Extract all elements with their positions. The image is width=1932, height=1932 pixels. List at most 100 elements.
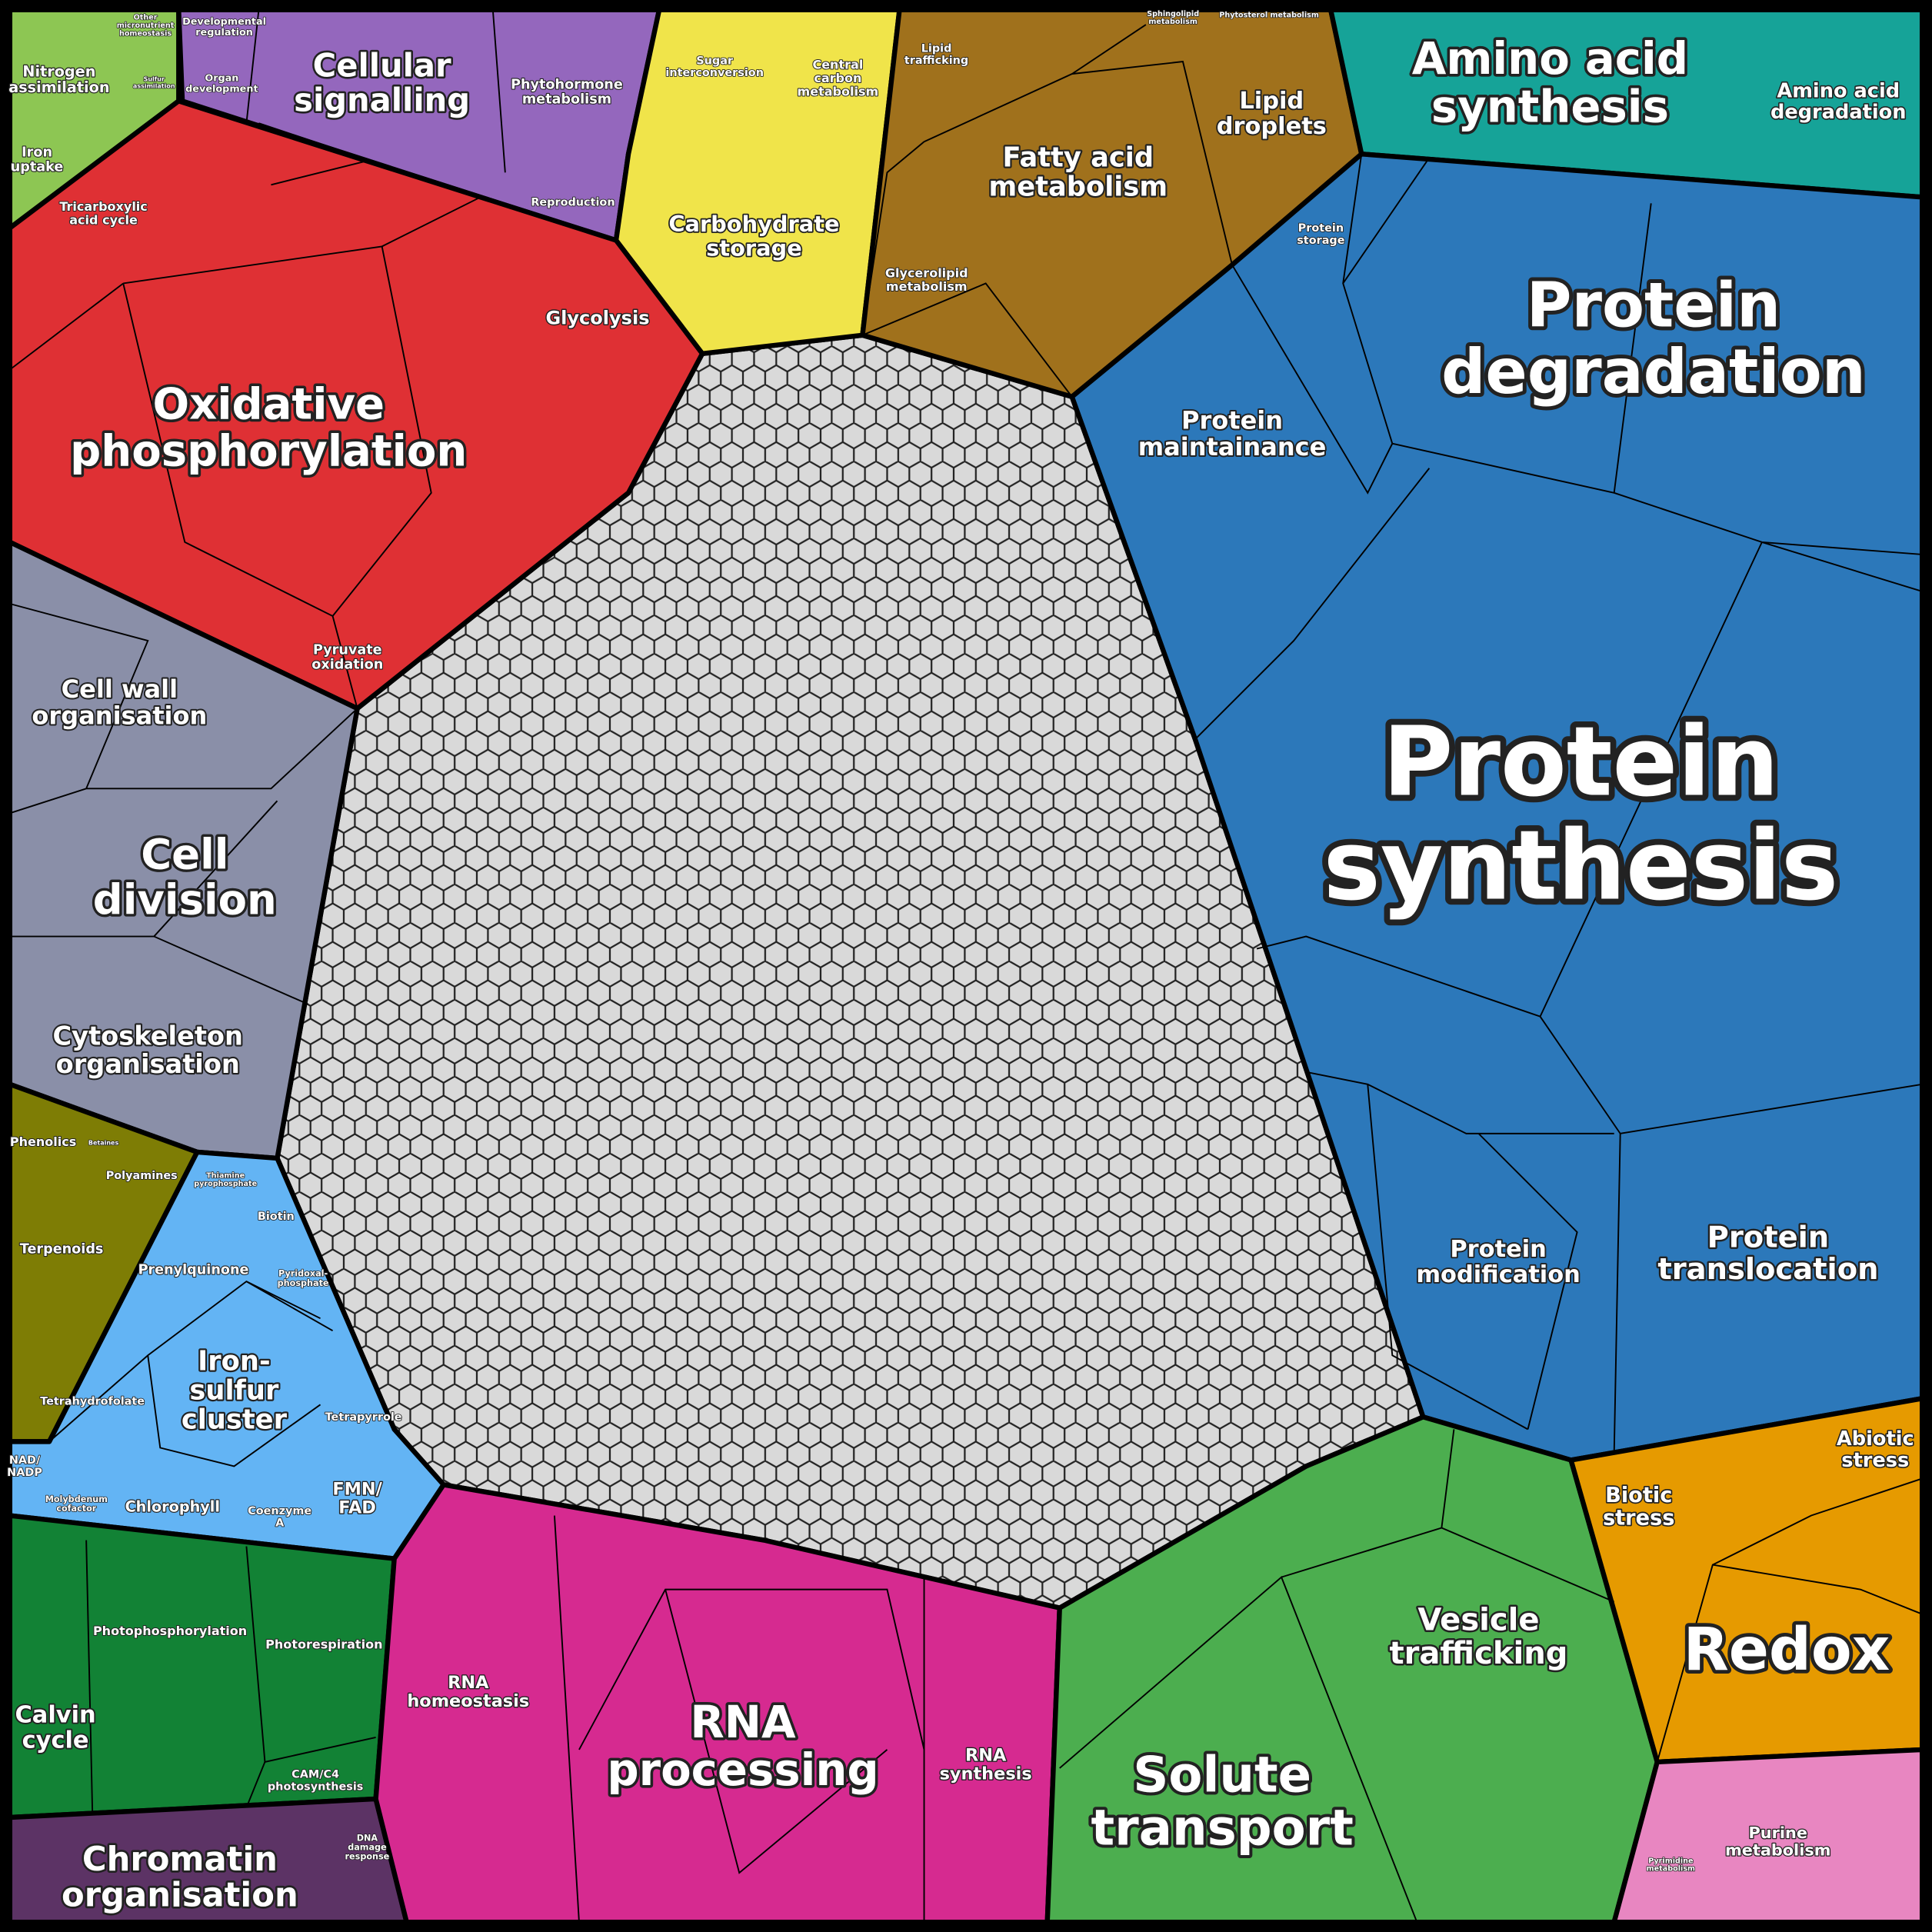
- label-line: NAD/: [9, 1454, 41, 1467]
- region-label: RNA processing: [607, 1696, 878, 1796]
- label-line: Glycolysis: [545, 307, 649, 328]
- region-label: Organ development: [185, 73, 258, 95]
- label-line: degradation: [1770, 101, 1907, 124]
- label-line: Iron: [22, 145, 52, 160]
- region-label: Pyrimidine metabolism: [1647, 1857, 1695, 1873]
- region-label: Phytosterol metabolism: [1219, 11, 1319, 19]
- label-line: Lipid: [921, 42, 952, 55]
- label-line: phosphorylation: [70, 426, 467, 476]
- label-line: carbon: [814, 71, 861, 85]
- label-line: division: [93, 874, 277, 924]
- label-line: Chlorophyll: [125, 1498, 220, 1516]
- label-line: Cytoskeleton: [52, 1021, 243, 1051]
- label-line: Coenzyme: [248, 1505, 311, 1517]
- label-line: Sugar: [696, 55, 734, 67]
- region-label: Calvin cycle: [15, 1702, 95, 1754]
- region-label: Lipid droplets: [1217, 88, 1327, 140]
- region-label: Iron uptake: [11, 145, 64, 175]
- region-label: Redox: [1684, 1616, 1890, 1684]
- label-line: Protein: [1707, 1220, 1830, 1254]
- region-label: Terpenoids: [20, 1241, 104, 1257]
- region-label: Photorespiration: [265, 1637, 382, 1652]
- label-line: acid cycle: [69, 212, 138, 227]
- label-line: Nitrogen: [22, 62, 95, 80]
- label-line: response: [345, 1852, 390, 1862]
- label-line: organisation: [62, 1877, 298, 1915]
- region-label: Phytohormone metabolism: [511, 77, 623, 107]
- region-label: Oxidative phosphorylation: [70, 380, 467, 477]
- label-line: Fatty acid: [1002, 142, 1154, 173]
- region-label: Amino acid degradation: [1770, 80, 1907, 125]
- label-line: Cell: [141, 829, 228, 878]
- label-line: metabolism: [1148, 18, 1197, 26]
- label-line: Organ: [205, 73, 238, 85]
- label-line: Terpenoids: [20, 1241, 104, 1257]
- label-line: Reproduction: [531, 197, 615, 209]
- label-line: assimilation: [8, 78, 109, 96]
- label-line: Photorespiration: [265, 1637, 382, 1652]
- label-line: cluster: [182, 1404, 288, 1436]
- label-line: Oxidative: [152, 380, 385, 430]
- region-label: FMN/FAD: [332, 1479, 382, 1517]
- label-line: FMN/: [332, 1479, 382, 1499]
- region-label: RNA homeostasis: [407, 1673, 529, 1711]
- label-line: Pyrimidine: [1648, 1857, 1694, 1865]
- label-line: damage: [348, 1843, 387, 1853]
- label-line: Pyridoxal-: [278, 1269, 328, 1279]
- label-line: synthesis: [1324, 810, 1839, 921]
- region-label: Betaines: [88, 1139, 119, 1146]
- region-label: Nitrogen assimilation: [8, 62, 109, 96]
- label-line: Purine: [1749, 1824, 1807, 1842]
- region-label: Iron-sulfur cluster: [182, 1345, 288, 1435]
- region-label: Lipid trafficking: [904, 42, 968, 67]
- label-line: Protein: [1450, 1236, 1546, 1263]
- label-line: Sphingolipid: [1147, 10, 1199, 18]
- region-label: Prenylquinone: [138, 1263, 249, 1278]
- label-line: metabolism: [798, 84, 879, 98]
- label-line: Lipid: [1239, 88, 1304, 115]
- region-label: Developmental regulation: [182, 16, 266, 38]
- region-label: Polyamines: [106, 1170, 178, 1182]
- cell-borders: [9, 9, 1923, 1923]
- label-line: homeostasis: [407, 1691, 529, 1711]
- region-label: Sphingolipid metabolism: [1147, 10, 1199, 26]
- label-line: metabolism: [989, 171, 1168, 202]
- label-line: Phenolics: [10, 1134, 76, 1149]
- label-line: synthesis: [940, 1764, 1032, 1784]
- label-line: Protein: [1527, 270, 1780, 341]
- label-line: Cellular: [313, 46, 451, 84]
- label-line: Protein: [1298, 222, 1344, 235]
- region-label: NAD/NADP: [7, 1454, 42, 1479]
- label-line: Developmental: [182, 16, 266, 28]
- label-line: Polyamines: [106, 1170, 178, 1182]
- label-line: Tricarboxylic: [59, 199, 147, 214]
- label-line: A: [275, 1517, 285, 1529]
- region-label: Vesicle trafficking: [1390, 1603, 1568, 1671]
- label-line: Calvin: [15, 1702, 95, 1729]
- label-line: Phytohormone: [511, 77, 623, 92]
- label-line: storage: [1297, 235, 1344, 247]
- label-line: transport: [1091, 1800, 1354, 1857]
- label-line: metabolism: [886, 279, 968, 294]
- nucleotide-region: [1611, 1747, 1925, 1925]
- region-label: Cytoskeleton organisation: [52, 1021, 243, 1079]
- region-label: Protein synthesis: [1324, 706, 1839, 921]
- region-label: DNA damage response: [345, 1833, 390, 1861]
- region-label: Solute transport: [1091, 1747, 1354, 1857]
- label-line: phosphate: [278, 1278, 329, 1288]
- label-line: stress: [1603, 1506, 1675, 1530]
- label-line: DNA: [357, 1833, 378, 1843]
- label-line: Amino acid: [1777, 80, 1900, 103]
- label-line: Tetrahydrofolate: [40, 1395, 145, 1407]
- region-label: Pyridoxal-phosphate: [278, 1269, 329, 1288]
- label-line: stress: [1841, 1449, 1909, 1472]
- label-line: development: [185, 84, 258, 95]
- label-line: Photophosphorylation: [93, 1624, 247, 1638]
- region-label: Central carbon metabolism: [798, 58, 879, 99]
- region-label: Fatty acid metabolism: [989, 142, 1168, 202]
- label-line: CAM/C4: [291, 1769, 339, 1781]
- region-label: Cell wall organisation: [32, 675, 207, 731]
- label-line: Iron-: [198, 1345, 270, 1377]
- region-label: Biotic stress: [1603, 1484, 1675, 1530]
